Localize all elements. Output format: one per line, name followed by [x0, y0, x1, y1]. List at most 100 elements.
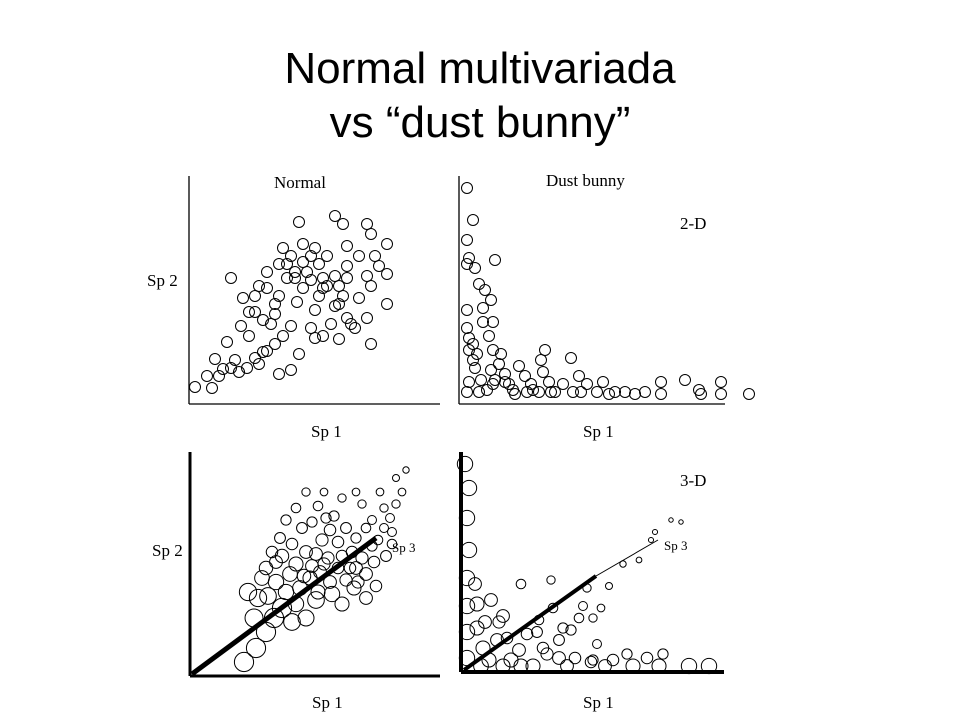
- scatter-point: [525, 658, 541, 674]
- y-axis-label: Sp 2: [152, 541, 183, 560]
- y-axis-label: Sp 2: [147, 271, 178, 290]
- scatter-point: [540, 647, 554, 661]
- scatter-point: [269, 298, 281, 310]
- scatter-point: [319, 487, 329, 497]
- scatter-point: [206, 382, 218, 394]
- scatter-point: [233, 366, 245, 378]
- scatter-point: [461, 258, 473, 270]
- scatter-point: [381, 298, 393, 310]
- scatter-point: [655, 388, 667, 400]
- scatter-point: [323, 575, 337, 589]
- scatter-point: [463, 376, 475, 388]
- scatter-point: [261, 266, 273, 278]
- scatter-point: [619, 386, 631, 398]
- scatter-point: [458, 509, 476, 527]
- scatter-point: [467, 338, 479, 350]
- scatter-point: [587, 654, 599, 666]
- scatter-point: [372, 534, 384, 546]
- scatter-point: [493, 358, 505, 370]
- scatter-point: [269, 308, 281, 320]
- scatter-point: [291, 296, 303, 308]
- scatter-point: [715, 376, 727, 388]
- z-axis-label: Sp 3: [664, 538, 687, 553]
- scatter-point: [545, 386, 557, 398]
- scatter-point: [485, 294, 497, 306]
- scatter-point: [328, 510, 340, 522]
- scatter-point: [473, 658, 489, 674]
- scatter-point: [261, 282, 273, 294]
- scatter-point: [461, 322, 473, 334]
- scatter-point: [365, 280, 377, 292]
- scatter-point: [499, 368, 511, 380]
- scatter-point: [547, 602, 559, 614]
- scatter-point: [512, 643, 526, 657]
- scatter-point: [469, 262, 481, 274]
- scatter-point: [461, 234, 473, 246]
- scatter-point: [619, 560, 627, 568]
- scatter-point: [289, 266, 301, 278]
- scatter-point: [273, 290, 285, 302]
- scatter-point: [269, 555, 283, 569]
- scatter-point: [519, 370, 531, 382]
- scatter-point: [333, 333, 345, 345]
- scatter-point: [277, 583, 295, 601]
- scatter-point: [503, 378, 515, 390]
- panel-dust-bunny-3d: 3-D Sp 3 Sp 1: [456, 452, 724, 712]
- slide-title-line-2: vs “dust bunny”: [329, 98, 631, 147]
- scatter-point: [243, 330, 255, 342]
- panel-dust-bunny-2d: Dust bunny 2-D Sp 1: [458, 171, 755, 441]
- z-axis-label: Sp 3: [392, 540, 415, 555]
- scatter-point: [606, 653, 620, 667]
- scatter-point: [305, 559, 319, 573]
- scatter-point: [337, 218, 349, 230]
- scatter-point: [489, 254, 501, 266]
- scatter-point: [471, 348, 483, 360]
- scatter-point: [345, 318, 357, 330]
- scatter-point: [320, 512, 332, 524]
- scatter-point: [460, 479, 478, 497]
- scatter-point: [317, 282, 329, 294]
- scatter-point: [513, 658, 529, 674]
- scatter-point: [380, 550, 392, 562]
- scatter-point: [265, 318, 277, 330]
- scatter-point: [296, 522, 308, 534]
- scatter-point: [329, 210, 341, 222]
- scatter-point: [492, 615, 506, 629]
- scatter-point: [189, 381, 201, 393]
- scatter-point: [743, 388, 755, 400]
- scatter-point: [261, 345, 273, 357]
- scatter-point: [575, 386, 587, 398]
- scatter-point: [285, 250, 297, 262]
- scatter-point: [360, 522, 372, 534]
- scatter-point: [484, 593, 498, 607]
- scatter-point: [296, 568, 312, 584]
- scatter-point: [367, 515, 377, 525]
- scatter-point: [355, 551, 369, 565]
- scatter-point: [640, 651, 654, 665]
- scatter-point: [213, 370, 225, 382]
- scatter-point: [229, 354, 241, 366]
- scatter-point: [463, 252, 475, 264]
- scatter-point: [679, 374, 691, 386]
- scatter-point: [513, 360, 525, 372]
- scatter-point: [639, 386, 651, 398]
- scatter-point: [238, 582, 258, 602]
- scatter-point: [560, 659, 574, 673]
- scatter-point: [329, 270, 341, 282]
- scatter-point: [353, 292, 365, 304]
- scatter-point: [458, 597, 476, 615]
- x-axis-label: Sp 1: [311, 422, 342, 441]
- scatter-point: [695, 388, 707, 400]
- scatter-point: [267, 573, 285, 591]
- scatter-point: [578, 601, 588, 611]
- scatter-point: [315, 533, 329, 547]
- scatter-point: [495, 348, 507, 360]
- scatter-point: [625, 658, 641, 674]
- scatter-point: [339, 573, 353, 587]
- scatter-point: [468, 577, 482, 591]
- scatter-point: [269, 338, 281, 350]
- x-axis-label: Sp 1: [583, 693, 614, 712]
- scatter-point: [249, 306, 261, 318]
- scatter-point: [533, 614, 545, 626]
- scatter-point: [546, 575, 556, 585]
